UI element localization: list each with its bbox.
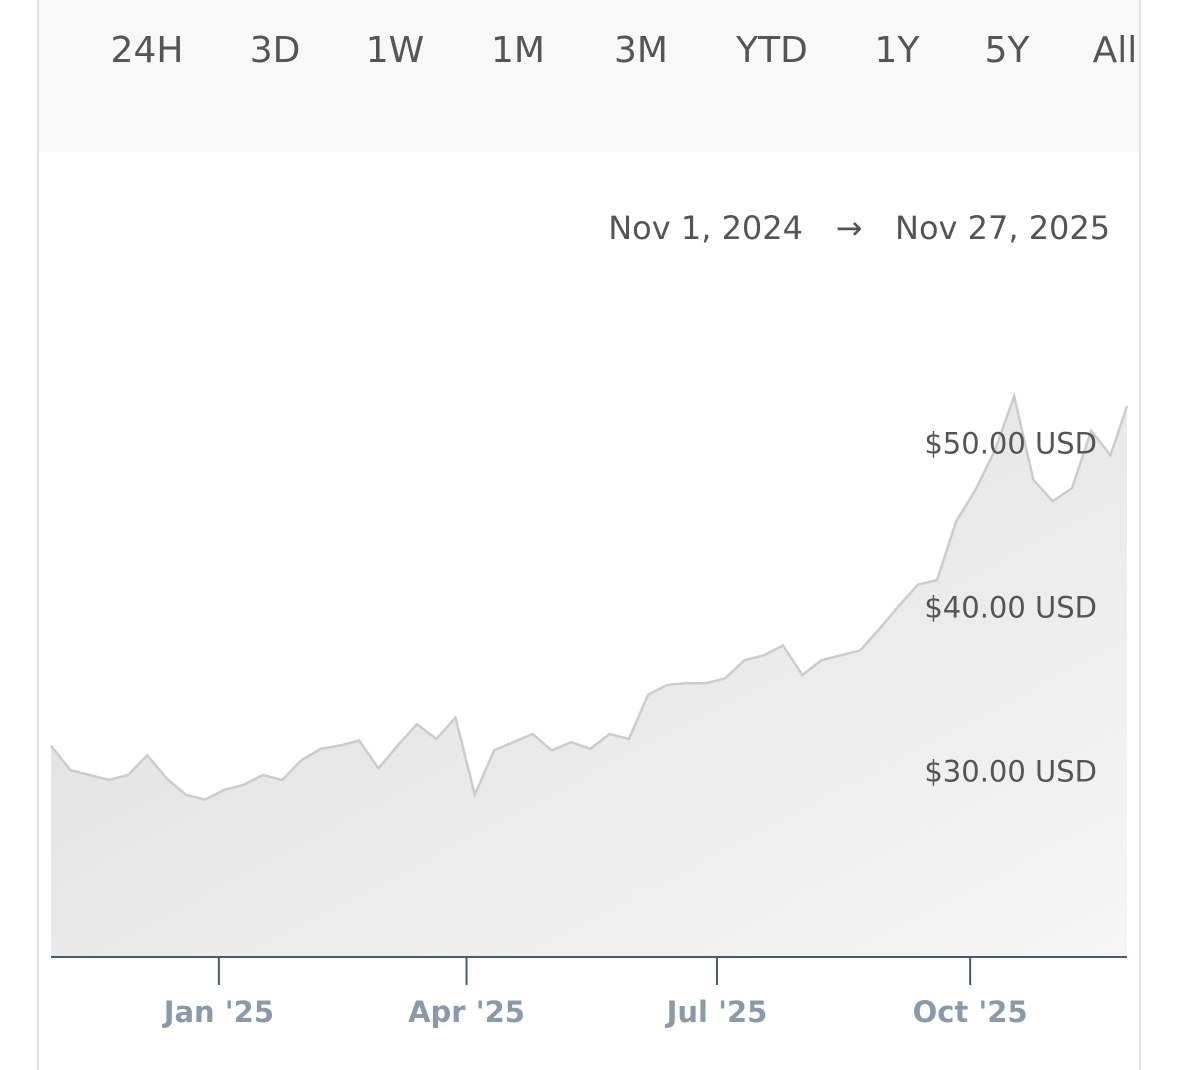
tab[interactable]: 3M bbox=[614, 30, 668, 71]
price-line bbox=[50, 391, 1129, 801]
y-tick-label: $40.00 USD bbox=[924, 590, 1097, 624]
tab[interactable]: 1Y bbox=[875, 30, 921, 71]
tab[interactable]: All bbox=[1093, 30, 1138, 71]
x-tick-label: Apr '25 bbox=[408, 995, 525, 1029]
tab[interactable]: 1W bbox=[366, 30, 425, 71]
tab-bar bbox=[38, 0, 1140, 152]
tab[interactable]: 3D bbox=[250, 30, 301, 71]
area bbox=[51, 396, 1127, 957]
y-tick-label: $30.00 USD bbox=[924, 754, 1097, 788]
range-start: Nov 1, 2024 bbox=[608, 209, 803, 247]
x-tick-label: Jan '25 bbox=[162, 995, 274, 1029]
y-tick-label: $50.00 USD bbox=[924, 426, 1097, 460]
tab[interactable]: 5Y bbox=[985, 30, 1031, 71]
x-tick-label: Jul '25 bbox=[665, 995, 768, 1029]
x-tick-label: Oct '25 bbox=[913, 995, 1028, 1029]
range-end: Nov 27, 2025 bbox=[895, 209, 1110, 247]
tab[interactable]: 24H bbox=[111, 30, 184, 71]
range-arrow: → bbox=[836, 209, 863, 247]
tab[interactable]: 1M bbox=[491, 30, 545, 71]
tabs: 24H 3D 1W 1M 3M YTD 1Y 5Y All bbox=[111, 30, 1138, 71]
plot: Jan '25 Apr '25 Jul '25 Oct '25 $30.00 USD $4… bbox=[50, 391, 1129, 1029]
tab[interactable]: YTD bbox=[735, 30, 808, 71]
